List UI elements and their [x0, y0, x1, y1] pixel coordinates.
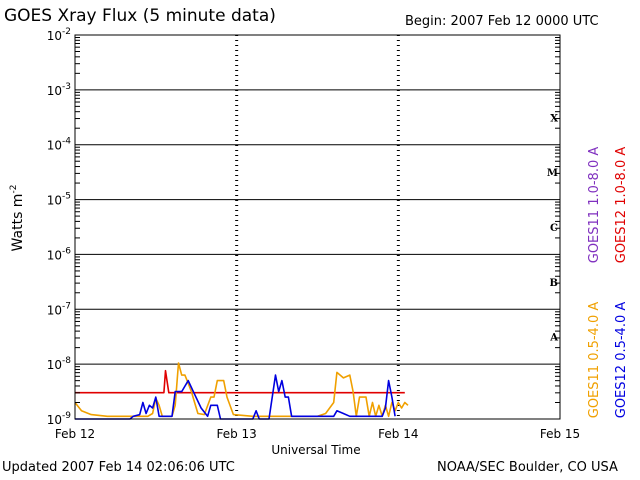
chart-title: GOES Xray Flux (5 minute data) — [4, 6, 276, 26]
y-tick-exponent: -6 — [62, 246, 71, 256]
flare-class-label: C — [550, 223, 558, 234]
y-tick-exponent: -5 — [62, 192, 71, 202]
y-axis-label-text: Watts m — [10, 194, 26, 252]
plot-frame — [74, 34, 561, 420]
flare-class-label: A — [549, 333, 558, 344]
legend: GOES11 1.0-8.0 A GOES12 1.0-8.0 A GOES11 0… — [587, 147, 629, 419]
y-tick-label: 10-9 — [47, 411, 72, 427]
y-tick-exponent: -2 — [62, 27, 71, 37]
flare-class-label: B — [550, 278, 558, 289]
y-tick-exponent: -3 — [62, 82, 71, 92]
updated-time: Updated 2007 Feb 14 02:06:06 UTC — [2, 460, 235, 475]
y-tick-base: 10 — [47, 84, 62, 98]
legend-entry: GOES12 0.5-4.0 A — [614, 302, 629, 419]
series-line — [75, 369, 405, 394]
y-tick-exponent: -4 — [62, 137, 71, 147]
y-tick-base: 10 — [47, 139, 62, 153]
x-tick-label: Feb 12 — [55, 427, 95, 441]
x-axis-label: Universal Time — [271, 443, 360, 457]
y-tick-exponent: -8 — [62, 356, 71, 366]
legend-entry: GOES12 1.0-8.0 A — [614, 147, 629, 264]
y-tick-exponent: -7 — [62, 301, 71, 311]
x-tick-label: Feb 15 — [540, 427, 580, 441]
y-tick-base: 10 — [47, 358, 62, 372]
x-tick-label: Feb 14 — [378, 427, 418, 441]
series-layer — [74, 362, 409, 420]
flare-class-label: M — [547, 168, 558, 179]
y-tick-base: 10 — [47, 194, 62, 208]
begin-time: Begin: 2007 Feb 12 0000 UTC — [405, 14, 599, 29]
y-tick-base: 10 — [47, 29, 62, 43]
y-tick-base: 10 — [47, 248, 62, 262]
y-axis-label: Watts m-2 — [9, 185, 26, 252]
y-tick-base: 10 — [47, 303, 62, 317]
grid-layer — [75, 34, 560, 420]
y-tick-label: 10-8 — [47, 356, 72, 372]
y-tick-label: 10-3 — [47, 82, 71, 98]
x-tick-label: Feb 13 — [216, 427, 256, 441]
flare-class-label: X — [550, 113, 558, 124]
series-line — [74, 362, 409, 418]
y-tick-exponent: -9 — [62, 411, 71, 421]
y-tick-label: 10-5 — [47, 192, 71, 208]
legend-entry: GOES11 0.5-4.0 A — [587, 302, 602, 419]
y-tick-label: 10-6 — [47, 246, 72, 262]
y-tick-label: 10-4 — [47, 137, 72, 153]
y-tick-label: 10-2 — [47, 27, 71, 43]
y-tick-base: 10 — [47, 413, 62, 427]
credit-text: NOAA/SEC Boulder, CO USA — [437, 460, 618, 475]
y-tick-label: 10-7 — [47, 301, 71, 317]
series-line — [75, 374, 396, 420]
y-axis-label-exponent: -2 — [9, 185, 19, 194]
legend-entry: GOES11 1.0-8.0 A — [587, 147, 602, 264]
